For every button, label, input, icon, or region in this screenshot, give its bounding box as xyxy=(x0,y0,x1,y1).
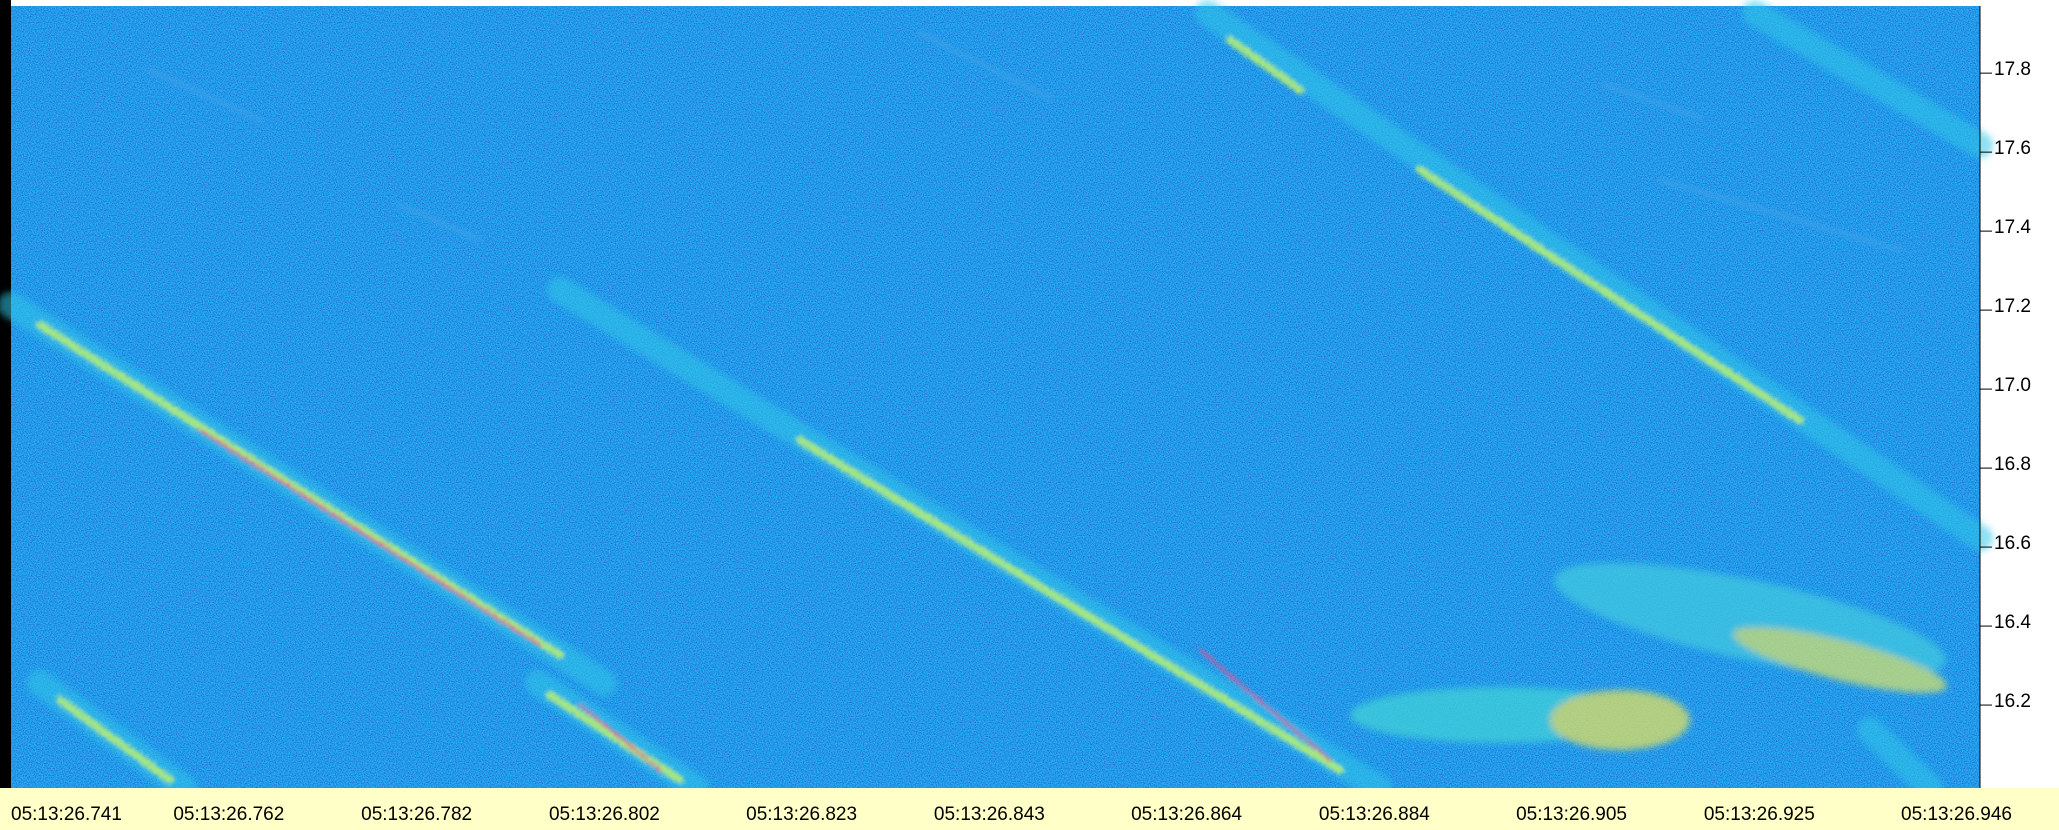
signal-traces xyxy=(0,0,1993,801)
x-tick-label: 05:13:26.925 xyxy=(1704,804,1815,825)
x-tick-label: 05:13:26.843 xyxy=(934,804,1045,825)
x-tick-label: 05:13:26.802 xyxy=(549,804,660,825)
y-tick-label: 17.2 xyxy=(1994,296,2031,317)
x-tick-label: 05:13:26.741 xyxy=(11,804,122,825)
x-tick-label: 05:13:26.762 xyxy=(173,804,284,825)
left-edge xyxy=(0,0,11,790)
y-tick-label: 16.2 xyxy=(1994,691,2031,712)
x-tick-label: 05:13:26.823 xyxy=(746,804,857,825)
time-axis-bar xyxy=(0,788,2059,830)
y-axis: 17.8 17.6 17.4 17.2 17.0 16.8 16.6 16.4 16.2 xyxy=(1979,6,2031,788)
plot-area xyxy=(0,0,1993,801)
x-tick-label: 05:13:26.905 xyxy=(1516,804,1627,825)
y-tick-label: 17.0 xyxy=(1994,375,2031,396)
y-tick-label: 16.6 xyxy=(1994,533,2031,554)
y-tick-label: 17.8 xyxy=(1994,59,2031,80)
x-tick-label: 05:13:26.782 xyxy=(361,804,472,825)
x-tick-label: 05:13:26.864 xyxy=(1131,804,1242,825)
y-tick-label: 17.6 xyxy=(1994,138,2031,159)
x-tick-label: 05:13:26.884 xyxy=(1319,804,1430,825)
y-tick-label: 17.4 xyxy=(1994,217,2031,238)
y-tick-label: 16.4 xyxy=(1994,612,2031,633)
x-axis: 05:13:26.741 05:13:26.762 05:13:26.782 05:1… xyxy=(11,804,2012,825)
y-tick-label: 16.8 xyxy=(1994,454,2031,475)
x-tick-label: 05:13:26.946 xyxy=(1901,804,2012,825)
noise-texture xyxy=(11,6,1980,788)
